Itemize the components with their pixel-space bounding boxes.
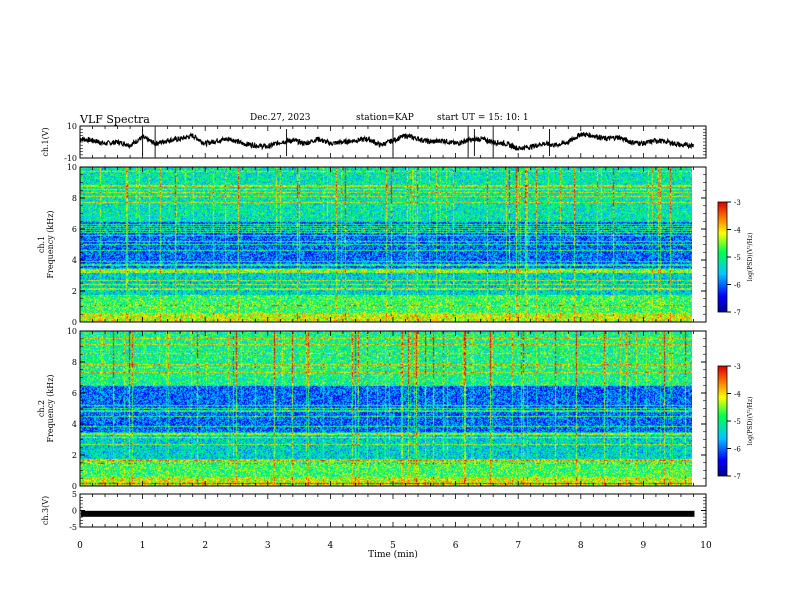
y-tick-label: 2 bbox=[72, 287, 77, 296]
y-tick-label: 10 bbox=[67, 327, 77, 336]
ch2-colorbar bbox=[718, 366, 727, 476]
figure-title: VLF Spectra bbox=[80, 113, 150, 126]
x-tick-label: 8 bbox=[578, 541, 584, 551]
y-axis-label: ch.3(V) bbox=[41, 496, 50, 525]
y-tick-label: -5 bbox=[69, 523, 77, 532]
colorbar-tick-label: -7 bbox=[734, 473, 741, 481]
x-tick-label: 6 bbox=[453, 541, 459, 551]
panel-frame-3 bbox=[79, 330, 707, 487]
x-tick-label: 5 bbox=[390, 541, 396, 551]
y-tick-label: 2 bbox=[72, 451, 77, 460]
panel-frame-2 bbox=[79, 166, 707, 323]
colorbar-tick-label: -3 bbox=[734, 363, 741, 371]
ch1-colorbar bbox=[718, 202, 727, 312]
colorbar-tick-label: -6 bbox=[734, 282, 741, 290]
x-tick-label: 3 bbox=[265, 541, 271, 551]
colorbar-tick-label: -5 bbox=[734, 254, 741, 262]
colorbar-tick-label: -6 bbox=[734, 446, 741, 454]
x-tick-label: 1 bbox=[140, 541, 146, 551]
start-ut-label: start UT = 15: 10: 1 bbox=[437, 113, 529, 123]
y-tick-label: 0 bbox=[72, 318, 77, 327]
y-tick-label: 10 bbox=[67, 122, 77, 131]
y-tick-label: 10 bbox=[67, 163, 77, 172]
x-tick-label: 7 bbox=[515, 541, 521, 551]
y-axis-label: Frequency (kHz) bbox=[46, 374, 55, 442]
ch2-spectrogram bbox=[80, 331, 692, 486]
colorbar-frame bbox=[717, 365, 728, 477]
x-tick-label: 2 bbox=[202, 541, 208, 551]
y-tick-label: 0 bbox=[72, 507, 77, 516]
y-tick-label: 0 bbox=[72, 482, 77, 491]
y-tick-label: 8 bbox=[72, 358, 77, 367]
y-tick-label: 4 bbox=[72, 256, 77, 265]
y-tick-label: 6 bbox=[72, 389, 77, 398]
colorbar-tick-label: -3 bbox=[734, 199, 741, 207]
colorbar-frame bbox=[717, 201, 728, 313]
ch1-waveform-line bbox=[79, 131, 694, 151]
y-axis-label: ch.1(V) bbox=[41, 127, 50, 156]
x-tick-label: 4 bbox=[328, 541, 334, 551]
y-tick-label: -10 bbox=[64, 154, 77, 163]
x-tick-label: 0 bbox=[77, 541, 83, 551]
station-label: station=KAP bbox=[356, 113, 414, 123]
x-axis-label: Time (min) bbox=[368, 549, 418, 560]
y-axis-label: Frequency (kHz) bbox=[46, 210, 55, 278]
date-label: Dec.27, 2023 bbox=[250, 113, 311, 123]
y-axis-label: ch.1 bbox=[37, 236, 46, 253]
ch1-spectrogram bbox=[80, 167, 692, 322]
ch3-signal-line bbox=[81, 510, 695, 517]
colorbar-label: log(PSD)(V²/Hz) bbox=[747, 233, 754, 282]
colorbar-tick-label: -4 bbox=[734, 227, 741, 235]
y-tick-label: 6 bbox=[72, 225, 77, 234]
y-axis-label: ch.2 bbox=[37, 400, 46, 417]
colorbar-label: log(PSD)(V²/Hz) bbox=[747, 397, 754, 446]
colorbar-tick-label: -7 bbox=[734, 309, 741, 317]
y-tick-label: 8 bbox=[72, 194, 77, 203]
x-tick-label: 10 bbox=[700, 541, 712, 551]
y-tick-label: 5 bbox=[72, 490, 77, 499]
colorbar-tick-label: -4 bbox=[734, 391, 741, 399]
y-tick-label: 4 bbox=[72, 420, 77, 429]
colorbar-tick-label: -5 bbox=[734, 418, 741, 426]
x-tick-label: 9 bbox=[641, 541, 647, 551]
